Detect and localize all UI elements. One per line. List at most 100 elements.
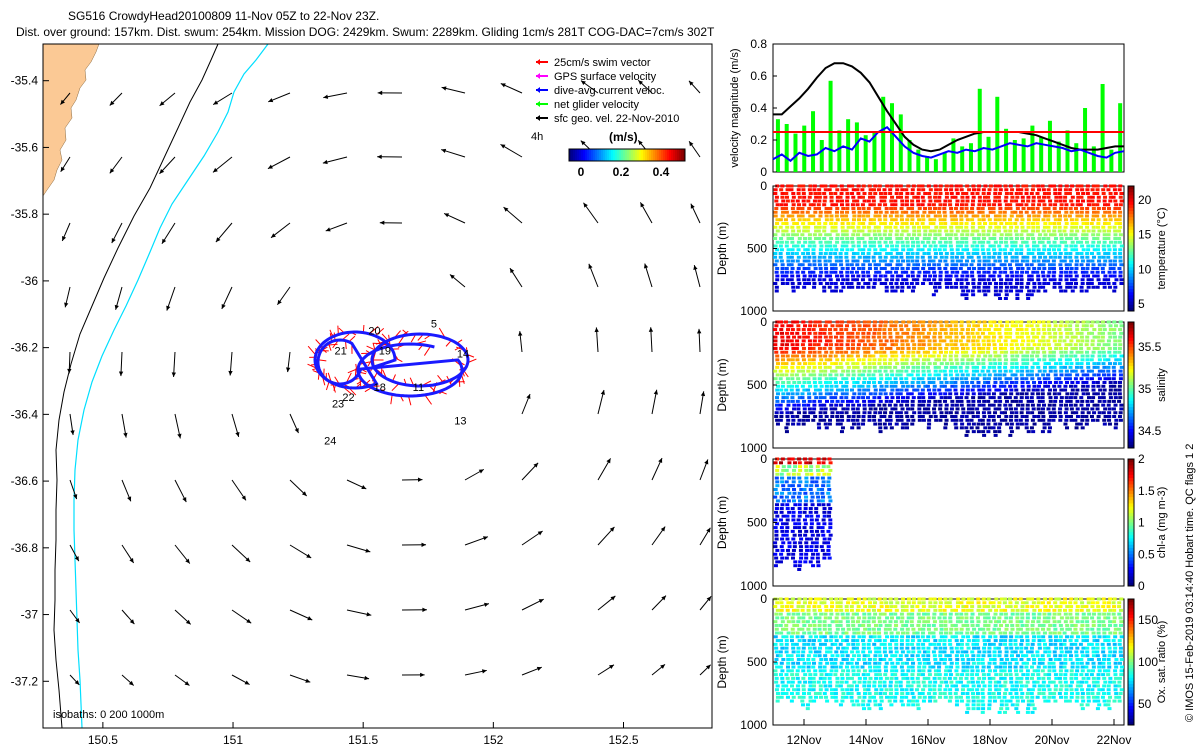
profile-sample	[1057, 282, 1062, 285]
profile-sample	[889, 240, 894, 244]
profile-sample	[1075, 415, 1080, 418]
profile-sample	[964, 396, 969, 400]
profile-sample	[1018, 418, 1023, 422]
profile-sample	[1107, 270, 1112, 274]
profile-sample	[1069, 339, 1074, 343]
profile-sample	[966, 289, 971, 293]
profile-sample	[942, 207, 947, 210]
section-colorbar-cell	[1128, 538, 1134, 543]
profile-sample	[1019, 328, 1024, 332]
profile-sample	[1069, 407, 1074, 411]
profile-sample	[792, 222, 797, 225]
profile-sample	[834, 669, 839, 673]
profile-sample	[846, 415, 851, 418]
profile-sample	[1063, 195, 1068, 199]
profile-sample	[817, 616, 822, 620]
profile-sample	[912, 233, 917, 237]
profile-sample	[811, 362, 816, 366]
profile-sample	[791, 418, 796, 422]
profile-sample	[793, 526, 798, 530]
profile-sample	[1092, 210, 1097, 214]
profile-sample	[1097, 263, 1102, 267]
profile-sample	[964, 426, 969, 430]
profile-sample	[998, 210, 1003, 214]
profile-sample	[796, 605, 801, 609]
profile-sample	[890, 203, 895, 207]
profile-sample	[981, 229, 986, 233]
profile-sample	[851, 418, 856, 422]
profile-sample	[834, 210, 839, 214]
profile-sample	[987, 411, 992, 415]
profile-sample	[792, 623, 797, 627]
profile-sample	[1074, 426, 1079, 430]
profile-sample	[835, 680, 840, 684]
profile-sample	[787, 545, 792, 549]
section-colorbar-cell	[1128, 353, 1134, 358]
section-colorbar-cell	[1128, 481, 1134, 485]
profile-sample	[1100, 339, 1105, 343]
profile-sample	[775, 692, 780, 695]
profile-sample	[1015, 335, 1020, 339]
profile-sample	[796, 255, 801, 259]
profile-sample	[845, 240, 850, 244]
profile-sample	[796, 240, 801, 244]
profile-sample	[882, 343, 887, 347]
profile-sample	[790, 484, 795, 488]
profile-sample	[1043, 380, 1048, 384]
profile-sample	[791, 665, 796, 669]
profile-sample	[824, 210, 829, 214]
profile-sample	[928, 396, 933, 400]
profile-sample	[960, 274, 965, 278]
profile-sample	[1065, 282, 1070, 285]
profile-sample	[1075, 210, 1080, 214]
profile-sample	[834, 620, 839, 624]
profile-sample	[1058, 195, 1063, 199]
profile-sample	[773, 328, 778, 332]
profile-sample	[982, 373, 987, 377]
profile-sample	[797, 476, 802, 480]
profile-sample	[1102, 222, 1107, 225]
profile-sample	[850, 285, 855, 289]
profile-sample	[802, 274, 807, 278]
profile-sample	[899, 195, 904, 199]
profile-sample	[1064, 362, 1069, 366]
velocity-arrowhead	[215, 237, 221, 243]
profile-sample	[1085, 184, 1090, 188]
map-y-tick-label: -37.2	[11, 674, 39, 688]
profile-sample	[878, 274, 883, 278]
profile-sample	[1107, 422, 1112, 426]
profile-sample	[884, 289, 889, 293]
profile-sample	[1075, 350, 1080, 354]
profile-sample	[1085, 407, 1090, 411]
profile-sample	[954, 377, 959, 381]
profile-sample	[778, 654, 783, 658]
profile-sample	[1003, 282, 1008, 285]
profile-sample	[986, 285, 991, 289]
profile-sample	[1091, 184, 1096, 188]
profile-sample	[835, 240, 840, 244]
profile-sample	[1075, 259, 1080, 263]
profile-sample	[872, 188, 877, 192]
profile-sample	[894, 210, 899, 214]
profile-sample	[1111, 365, 1116, 369]
profile-sample	[1106, 255, 1111, 259]
profile-sample	[774, 612, 779, 616]
profile-sample	[987, 188, 992, 192]
profile-sample	[982, 407, 987, 411]
section-colorbar-cell	[1128, 334, 1134, 339]
profile-sample	[900, 289, 905, 293]
profile-sample	[972, 285, 977, 289]
profile-sample	[795, 635, 800, 639]
profile-sample	[1032, 240, 1037, 244]
velocity-arrowhead	[322, 159, 328, 165]
profile-sample	[933, 320, 938, 324]
profile-sample	[872, 362, 877, 366]
profile-sample	[955, 362, 960, 366]
profile-sample	[1047, 418, 1052, 422]
profile-sample	[797, 218, 802, 222]
profile-sample	[802, 639, 807, 643]
profile-sample	[855, 399, 860, 403]
profile-sample	[1014, 362, 1019, 366]
profile-sample	[803, 237, 808, 240]
profile-sample	[949, 214, 954, 218]
